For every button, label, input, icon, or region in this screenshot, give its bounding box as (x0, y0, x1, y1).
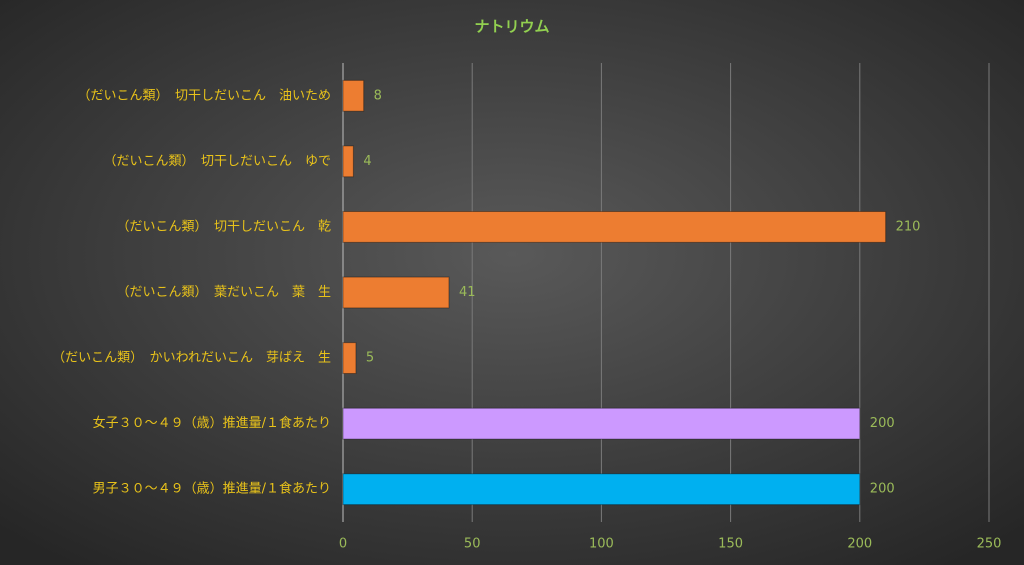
bar (342, 342, 357, 374)
category-label: （だいこん類） 切干しだいこん ゆで (103, 154, 331, 169)
category-label: （だいこん類） 切干しだいこん 油いため (77, 88, 331, 103)
bar (342, 211, 887, 243)
category-label: （だいこん類） 葉だいこん 葉 生 (116, 285, 331, 300)
category-label: （だいこん類） 切干しだいこん 乾 (116, 219, 331, 234)
x-tick-label: 100 (589, 537, 614, 552)
x-tick-label: 50 (464, 537, 481, 552)
category-label: 女子３０～４９（歳）推進量/１食あたり (93, 415, 331, 431)
category-label: 男子３０～４９（歳）推進量/１食あたり (93, 481, 331, 497)
chart-title: ナトリウム (474, 18, 549, 36)
value-label: 200 (870, 482, 895, 497)
x-tick-label: 150 (718, 537, 743, 552)
x-tick-label: 250 (977, 537, 1002, 552)
value-label: 200 (870, 416, 895, 431)
value-label: 8 (374, 88, 382, 103)
bar (342, 276, 450, 309)
x-tick-label: 0 (339, 537, 347, 552)
bar (342, 79, 365, 112)
bar (342, 145, 354, 178)
value-label: 5 (366, 351, 374, 366)
bar (342, 473, 861, 506)
x-tick-label: 200 (847, 537, 872, 552)
bar (342, 407, 861, 440)
value-label: 210 (896, 219, 921, 234)
category-label: （だいこん類） かいわれだいこん 芽ばえ 生 (52, 351, 331, 366)
value-label: 4 (363, 154, 371, 169)
value-label: 41 (459, 285, 476, 300)
